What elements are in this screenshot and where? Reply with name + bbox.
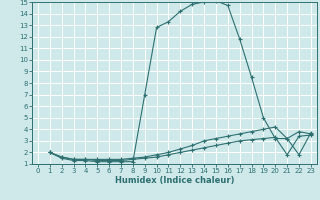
X-axis label: Humidex (Indice chaleur): Humidex (Indice chaleur) <box>115 176 234 185</box>
